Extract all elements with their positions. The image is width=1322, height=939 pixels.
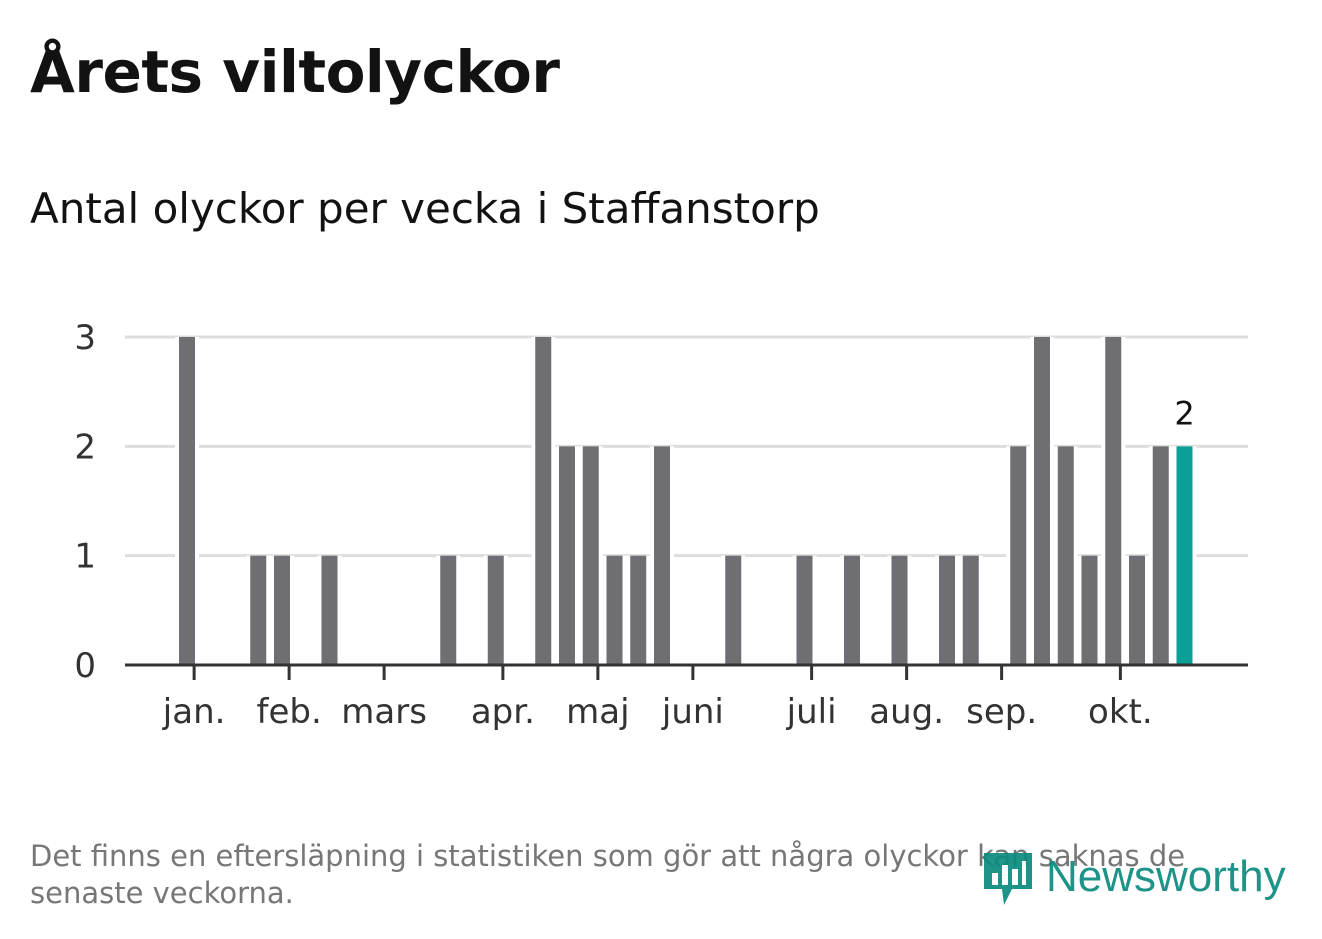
bar	[654, 446, 670, 665]
y-tick-label: 1	[74, 537, 96, 577]
bar	[1081, 555, 1098, 665]
bar	[962, 555, 979, 665]
newsworthy-logo: Newsworthy	[980, 845, 1286, 909]
x-tick-label: sep.	[966, 692, 1037, 732]
x-axis	[125, 663, 1248, 680]
bar	[1105, 337, 1122, 665]
y-tick-label: 2	[74, 427, 96, 467]
x-tick-label: aug.	[869, 692, 944, 732]
bar	[559, 446, 575, 665]
bar	[1034, 337, 1050, 665]
newsworthy-logo-icon	[984, 853, 1032, 905]
bar	[535, 337, 552, 665]
x-tick-label: maj	[566, 692, 629, 732]
bar	[1010, 446, 1027, 665]
bar	[179, 337, 195, 665]
bar	[891, 555, 908, 665]
x-tick-label: feb.	[256, 692, 321, 732]
x-tick-label: mars	[341, 692, 427, 732]
labels: 0 1 2 3 2 jan. feb. mars apr. maj juni juli aug. sep.…	[74, 318, 1194, 732]
x-tick-label: juni	[661, 692, 724, 732]
x-tick-label: okt.	[1088, 692, 1153, 732]
bar	[1057, 446, 1074, 665]
bars	[175, 337, 1197, 665]
bar	[939, 555, 955, 665]
bar	[582, 446, 599, 665]
highlight-value-label: 2	[1174, 394, 1194, 432]
bar	[274, 555, 290, 665]
x-tick-label: jan.	[162, 692, 226, 732]
x-tick-label: apr.	[471, 692, 535, 732]
bar	[844, 555, 860, 665]
y-tick-label: 3	[74, 318, 96, 358]
bar	[250, 555, 267, 665]
x-tick-label: juli	[786, 692, 837, 732]
grid-lines	[125, 335, 1248, 558]
chart-subtitle: Antal olyckor per vecka i Staffanstorp	[30, 184, 820, 233]
bar	[1129, 555, 1145, 665]
bar-highlight	[1176, 446, 1193, 665]
newsworthy-logo-text: Newsworthy	[1046, 852, 1286, 901]
bar-chart: 0 1 2 3 2 jan. feb. mars apr. maj juni juli aug. sep.…	[74, 318, 1248, 732]
bar	[606, 555, 623, 665]
y-tick-label: 0	[74, 646, 96, 686]
bar	[487, 555, 504, 665]
bar	[796, 555, 813, 665]
bar	[1152, 446, 1169, 665]
bar	[321, 555, 338, 665]
bar	[630, 555, 647, 665]
bar	[440, 555, 457, 665]
bar	[725, 555, 742, 665]
chart-title: Årets viltolyckor	[30, 38, 560, 106]
